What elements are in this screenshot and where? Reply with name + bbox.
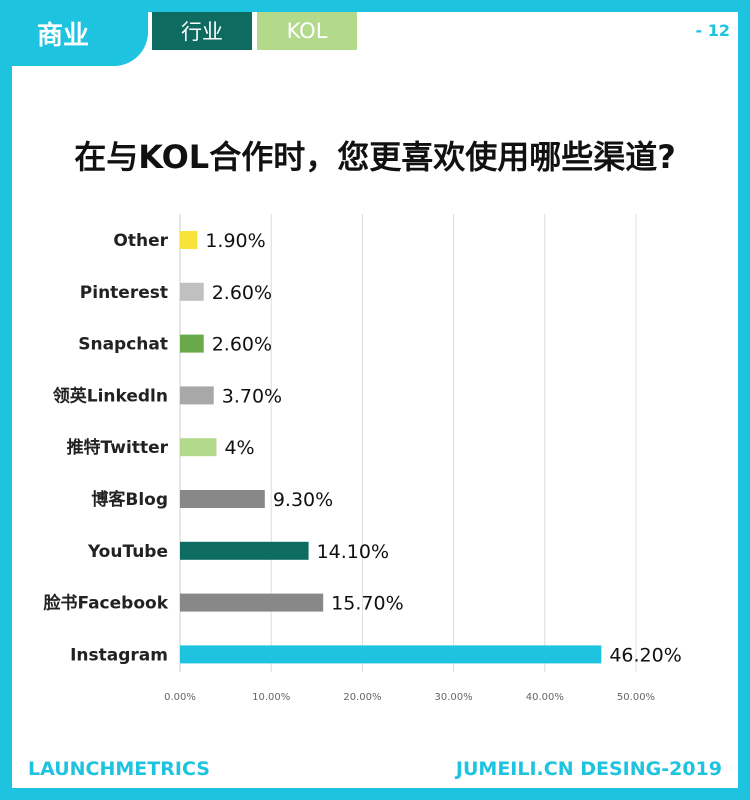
value-label: 9.30%	[273, 489, 333, 511]
x-tick-label: 10.00%	[252, 692, 290, 703]
tab-kol[interactable]: KOL	[257, 12, 357, 50]
x-tick-label: 30.00%	[435, 692, 473, 703]
category-label: 推特Twitter	[67, 437, 169, 458]
bar	[180, 593, 324, 612]
x-tick-label: 40.00%	[526, 692, 564, 703]
category-label: Snapchat	[78, 335, 168, 355]
category-label: Other	[113, 231, 168, 251]
category-label: 脸书Facebook	[43, 593, 168, 614]
x-tick-label: 20.00%	[343, 692, 381, 703]
value-label: 15.70%	[331, 593, 403, 615]
value-label: 1.90%	[205, 230, 265, 252]
category-label: YouTube	[87, 542, 168, 562]
bar	[180, 334, 204, 353]
bar	[180, 438, 217, 457]
bar	[180, 231, 198, 249]
x-tick-label: 0.00%	[164, 692, 196, 703]
value-label: 4%	[224, 437, 254, 459]
frame-left	[0, 0, 12, 800]
value-label: 46.20%	[609, 644, 681, 666]
page-number: - 12	[695, 21, 730, 40]
value-label: 2.60%	[212, 282, 272, 304]
chart-title: 在与KOL合作时，您更喜欢使用哪些渠道?	[74, 138, 676, 176]
section-label: 商业	[0, 0, 148, 66]
footer-credit: JUMEILI.CN DESING-2019	[455, 758, 722, 780]
value-label: 3.70%	[222, 385, 282, 407]
x-tick-label: 50.00%	[617, 692, 655, 703]
bar	[180, 490, 265, 508]
frame-right	[738, 0, 750, 800]
value-label: 14.10%	[317, 541, 389, 563]
tab-industry[interactable]: 行业	[152, 12, 252, 50]
category-label: 领英Linkedln	[53, 385, 168, 406]
bar	[180, 541, 309, 560]
value-label: 2.60%	[212, 334, 272, 356]
category-label: 博客Blog	[91, 489, 168, 510]
frame-top	[0, 0, 750, 12]
frame-bottom	[0, 788, 750, 800]
category-label: Instagram	[70, 645, 168, 665]
category-label: Pinterest	[80, 283, 168, 303]
bar	[180, 645, 602, 664]
bar	[180, 386, 214, 405]
bar	[180, 282, 204, 301]
footer-source: LAUNCHMETRICS	[28, 758, 210, 780]
